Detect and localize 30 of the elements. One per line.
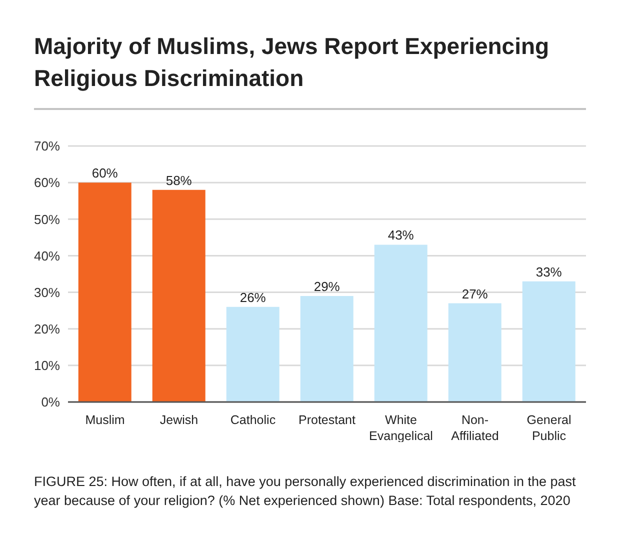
bar [448, 303, 502, 402]
bar [226, 306, 280, 402]
y-tick-label: 70% [34, 138, 60, 154]
bar [152, 190, 206, 402]
x-tick-label: Protestant [298, 413, 356, 427]
bar [522, 281, 576, 402]
caption: FIGURE 25: How often, if at all, have you personally experienced discrimination in the past year because of your religion? (% Net experienced shown) Base: Total respondents, 2020 [34, 473, 577, 510]
bar [78, 182, 132, 402]
data-label: 27% [462, 286, 488, 302]
data-label: 26% [240, 290, 266, 305]
x-tick-label: Jewish [160, 413, 198, 427]
x-tick-label: General Public [526, 413, 572, 443]
data-label: 43% [388, 228, 414, 243]
y-tick-label: 30% [34, 284, 60, 300]
x-tick-label: Non-Affiliated [451, 413, 499, 443]
y-tick-label: 20% [34, 321, 60, 336]
data-label: 58% [166, 172, 192, 188]
y-tick-label: 60% [34, 175, 60, 190]
y-tick-label: 50% [34, 212, 60, 227]
data-label: 29% [314, 278, 340, 294]
y-tick-label: 40% [34, 248, 60, 264]
y-tick-label: 0% [41, 394, 60, 410]
chart-title: Majority of Muslims, Jews Report Experiencing Religious Discrimination [34, 32, 550, 93]
x-tick-label: Muslim [85, 413, 125, 427]
y-tick-label: 10% [34, 358, 60, 374]
x-tick-label: Catholic [230, 413, 276, 427]
data-label: 60% [92, 166, 118, 181]
bar [300, 296, 354, 402]
data-label: 33% [536, 264, 562, 280]
bar [374, 244, 428, 402]
